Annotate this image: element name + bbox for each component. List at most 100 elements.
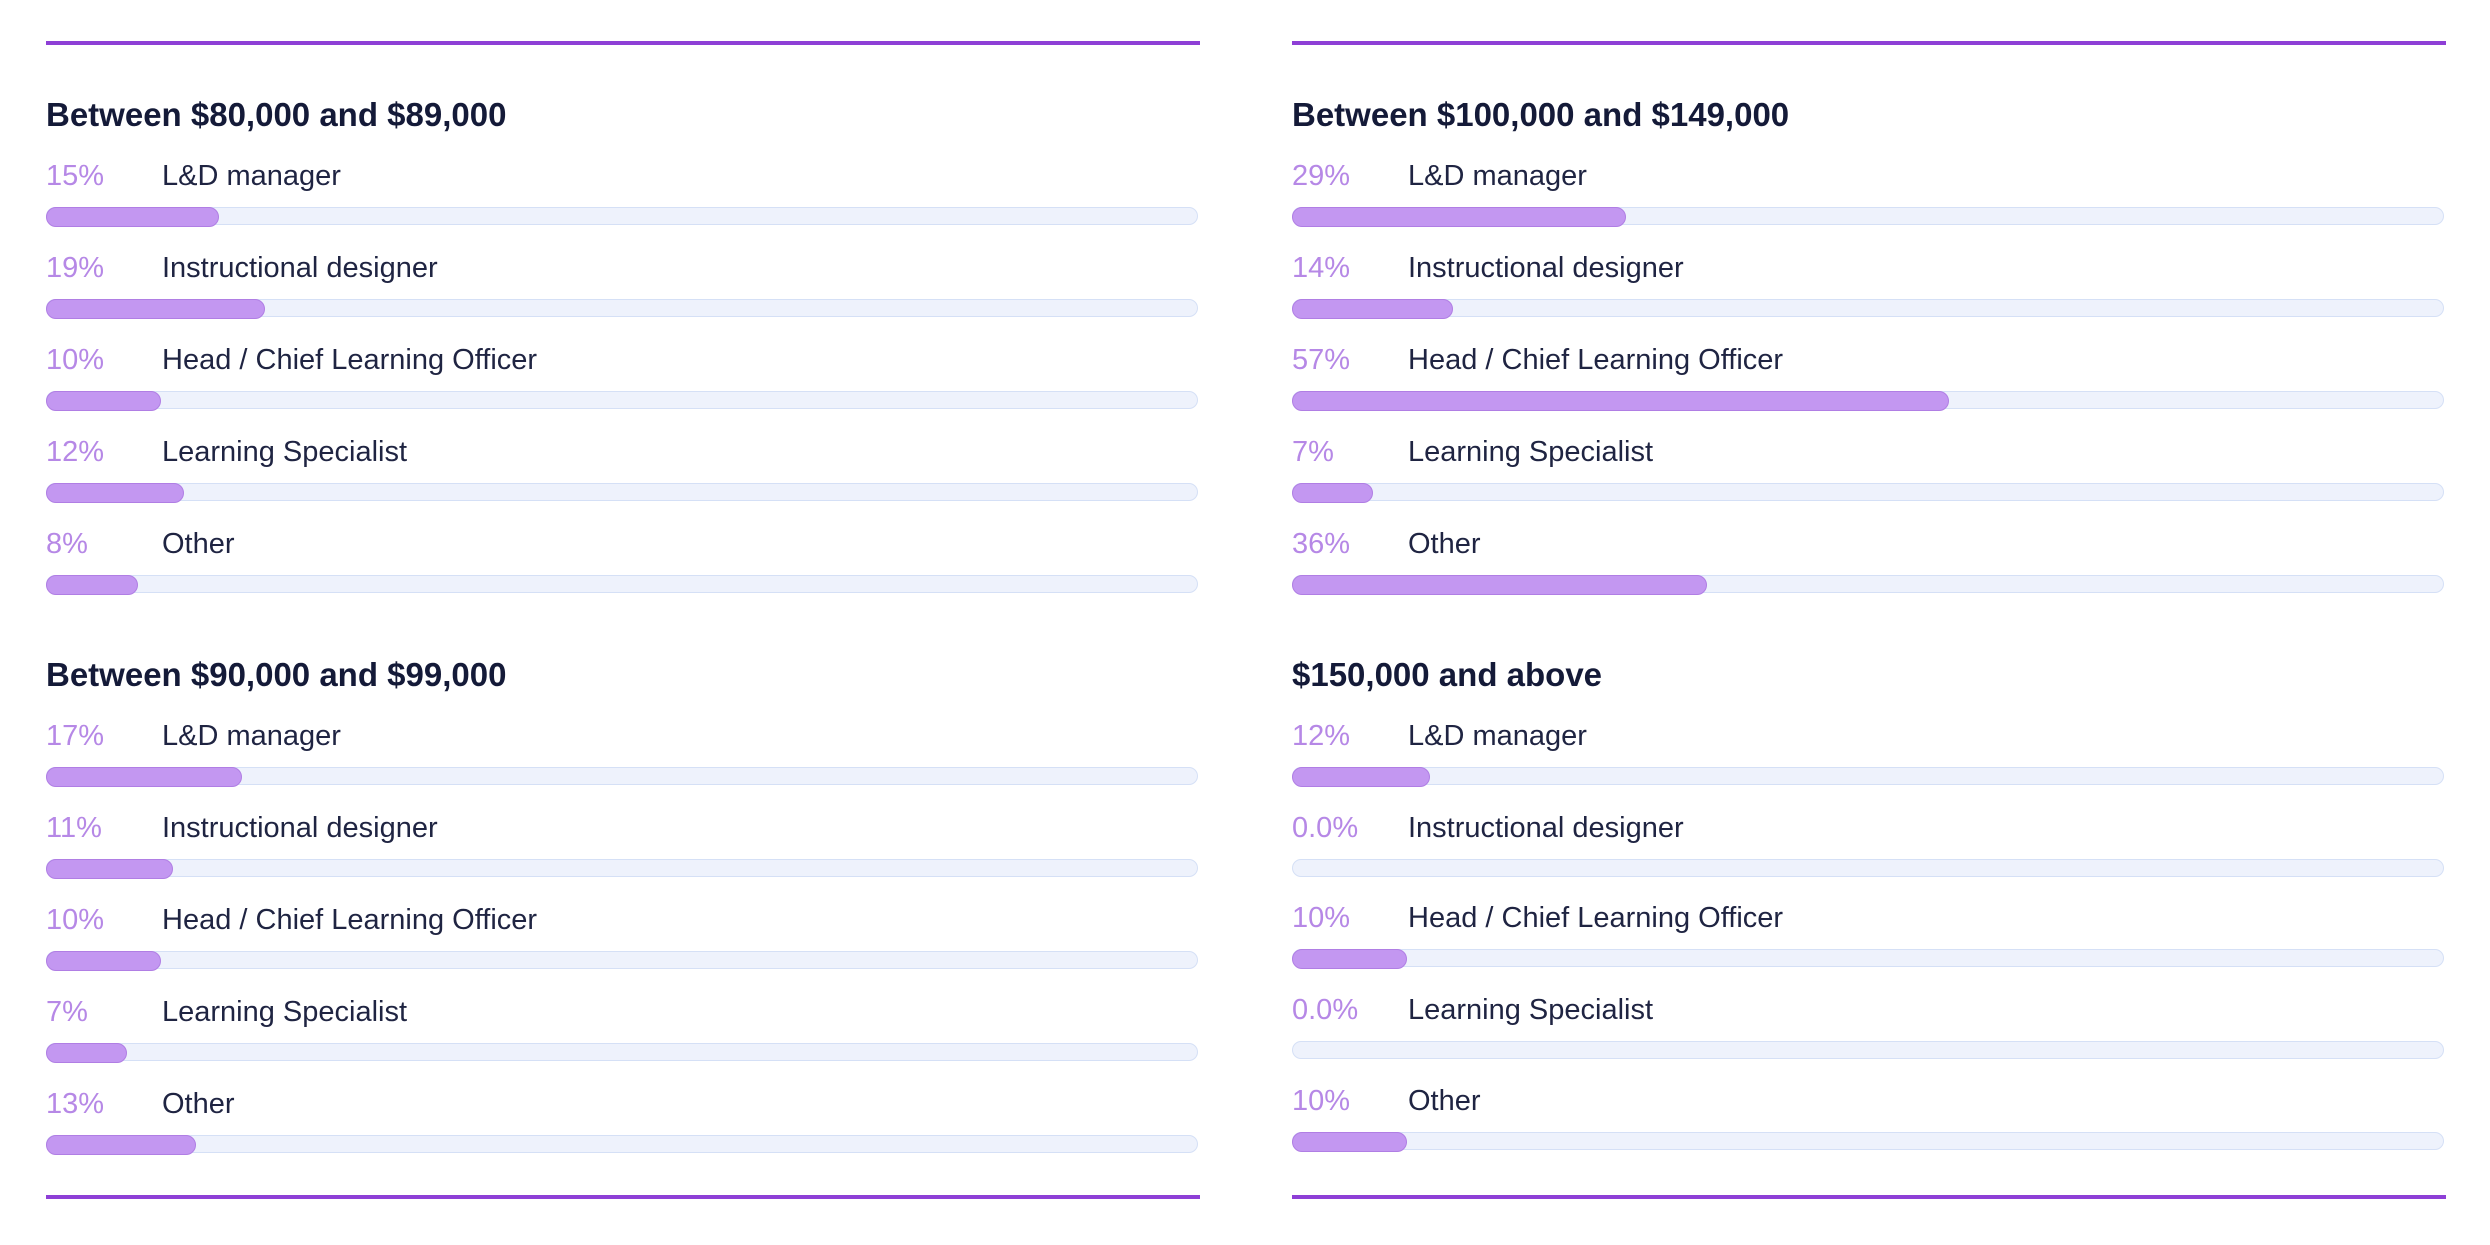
bar <box>1292 575 1707 595</box>
bar-row: 17% L&D manager <box>46 718 1200 798</box>
category-label: Other <box>162 1088 235 1120</box>
bar-track <box>46 1043 1198 1063</box>
bar-track <box>46 299 1198 319</box>
bar <box>1292 949 1407 969</box>
bar <box>1292 483 1373 503</box>
category-label: Head / Chief Learning Officer <box>162 904 538 936</box>
category-label: Learning Specialist <box>1408 994 1654 1026</box>
right-column: Between $100,000 and $149,000 29% L&D mana… <box>1292 0 2446 1245</box>
category-label: Head / Chief Learning Officer <box>1408 344 1784 376</box>
bar-row: 19% Instructional designer <box>46 250 1200 330</box>
bar-track <box>46 207 1198 227</box>
bar <box>46 767 242 787</box>
data-label: 11% <box>46 812 102 844</box>
bar <box>1292 767 1430 787</box>
data-label: 17% <box>46 720 105 752</box>
bar-row: 12% L&D manager <box>1292 718 2446 798</box>
data-label: 7% <box>46 996 88 1028</box>
group-title: Between $80,000 and $89,000 <box>46 96 507 133</box>
category-label: Head / Chief Learning Officer <box>1408 902 1784 934</box>
data-label: 0.0% <box>1292 994 1359 1026</box>
data-label: 29% <box>1292 160 1351 192</box>
category-label: Learning Specialist <box>162 996 408 1028</box>
data-label: 12% <box>1292 720 1351 752</box>
category-label: Instructional designer <box>1408 812 1684 844</box>
bar-row: 10% Head / Chief Learning Officer <box>46 342 1200 422</box>
bar <box>1292 1132 1407 1152</box>
data-label: 8% <box>46 528 88 560</box>
top-divider <box>46 41 1200 45</box>
bar <box>46 207 219 227</box>
bar <box>46 299 265 319</box>
data-label: 10% <box>46 344 105 376</box>
bar <box>1292 391 1949 411</box>
bar-row: 10% Head / Chief Learning Officer <box>46 902 1200 982</box>
data-label: 14% <box>1292 252 1351 284</box>
group-title: Between $90,000 and $99,000 <box>46 656 507 693</box>
data-label: 57% <box>1292 344 1351 376</box>
bar-track <box>1292 575 2444 595</box>
category-label: L&D manager <box>1408 160 1587 192</box>
category-label: Other <box>162 528 235 560</box>
data-label: 13% <box>46 1088 105 1120</box>
bar <box>46 951 161 971</box>
data-label: 10% <box>46 904 105 936</box>
bar-track <box>46 859 1198 879</box>
bar <box>46 1135 196 1155</box>
bar-track <box>46 767 1198 787</box>
bar-track <box>1292 767 2444 787</box>
data-label: 15% <box>46 160 105 192</box>
category-label: Learning Specialist <box>162 436 408 468</box>
data-label: 12% <box>46 436 105 468</box>
bar-row: 7% Learning Specialist <box>1292 434 2446 514</box>
data-label: 10% <box>1292 1085 1351 1117</box>
bar-track <box>46 575 1198 595</box>
bar-row: 13% Other <box>46 1086 1200 1166</box>
top-divider <box>1292 41 2446 45</box>
bar-row: 14% Instructional designer <box>1292 250 2446 330</box>
bar-row: 15% L&D manager <box>46 158 1200 238</box>
bar-row: 10% Other <box>1292 1083 2446 1163</box>
bar-row: 57% Head / Chief Learning Officer <box>1292 342 2446 422</box>
category-label: L&D manager <box>162 160 341 192</box>
category-label: L&D manager <box>1408 720 1587 752</box>
bar-track <box>46 951 1198 971</box>
bar <box>46 1043 127 1063</box>
bar <box>46 575 138 595</box>
data-label: 0.0% <box>1292 812 1359 844</box>
bar-row: 29% L&D manager <box>1292 158 2446 238</box>
group-title: $150,000 and above <box>1292 656 1603 693</box>
bar-row: 0.0% Instructional designer <box>1292 810 2446 890</box>
category-label: L&D manager <box>162 720 341 752</box>
group-title: Between $100,000 and $149,000 <box>1292 96 1790 133</box>
data-label: 10% <box>1292 902 1351 934</box>
bar-track <box>1292 483 2444 503</box>
bar <box>1292 207 1626 227</box>
bar <box>46 391 161 411</box>
bar-row: 0.0% Learning Specialist <box>1292 992 2446 1072</box>
bar-track <box>1292 949 2444 969</box>
bar-track <box>1292 207 2444 227</box>
data-label: 36% <box>1292 528 1351 560</box>
bar-track <box>1292 299 2444 319</box>
bottom-divider <box>1292 1195 2446 1199</box>
category-label: Learning Specialist <box>1408 436 1654 468</box>
bar-track <box>1292 859 2444 877</box>
bar-row: 7% Learning Specialist <box>46 994 1200 1074</box>
bar-row: 11% Instructional designer <box>46 810 1200 890</box>
category-label: Instructional designer <box>162 812 438 844</box>
bar-track <box>1292 1041 2444 1059</box>
category-label: Other <box>1408 1085 1481 1117</box>
bottom-divider <box>46 1195 1200 1199</box>
bar-row: 8% Other <box>46 526 1200 606</box>
category-label: Head / Chief Learning Officer <box>162 344 538 376</box>
category-label: Other <box>1408 528 1481 560</box>
bar-track <box>46 1135 1198 1155</box>
data-label: 19% <box>46 252 105 284</box>
bar-row: 10% Head / Chief Learning Officer <box>1292 900 2446 980</box>
data-label: 7% <box>1292 436 1334 468</box>
bar-row: 36% Other <box>1292 526 2446 606</box>
bar <box>46 859 173 879</box>
bar-track <box>46 391 1198 411</box>
category-label: Instructional designer <box>162 252 438 284</box>
